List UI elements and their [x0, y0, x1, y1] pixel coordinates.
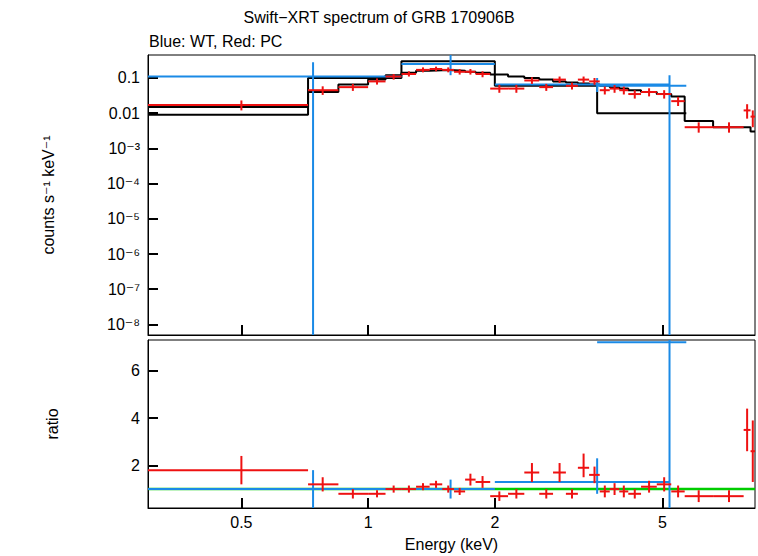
svg-text:10⁻⁴: 10⁻⁴ [107, 175, 140, 192]
svg-text:10⁻³: 10⁻³ [108, 140, 140, 157]
svg-text:10⁻⁸: 10⁻⁸ [107, 316, 140, 333]
svg-text:0.1: 0.1 [118, 69, 140, 86]
svg-text:counts s⁻¹ keV⁻¹: counts s⁻¹ keV⁻¹ [40, 135, 57, 254]
svg-text:ratio: ratio [44, 408, 61, 439]
svg-text:10⁻⁷: 10⁻⁷ [108, 281, 140, 298]
svg-text:0.01: 0.01 [109, 105, 140, 122]
svg-text:Swift−XRT spectrum of GRB 1709: Swift−XRT spectrum of GRB 170906B [243, 9, 514, 26]
svg-text:10⁻⁵: 10⁻⁵ [107, 210, 140, 227]
svg-text:4: 4 [131, 410, 140, 427]
svg-text:Blue: WT, Red: PC: Blue: WT, Red: PC [149, 33, 282, 50]
svg-text:1: 1 [364, 514, 373, 531]
svg-text:2: 2 [490, 514, 499, 531]
svg-text:5: 5 [658, 514, 667, 531]
svg-text:10⁻⁶: 10⁻⁶ [107, 246, 140, 263]
svg-text:2: 2 [131, 457, 140, 474]
svg-text:0.5: 0.5 [230, 514, 252, 531]
svg-text:6: 6 [131, 362, 140, 379]
svg-text:Energy (keV): Energy (keV) [405, 536, 498, 553]
